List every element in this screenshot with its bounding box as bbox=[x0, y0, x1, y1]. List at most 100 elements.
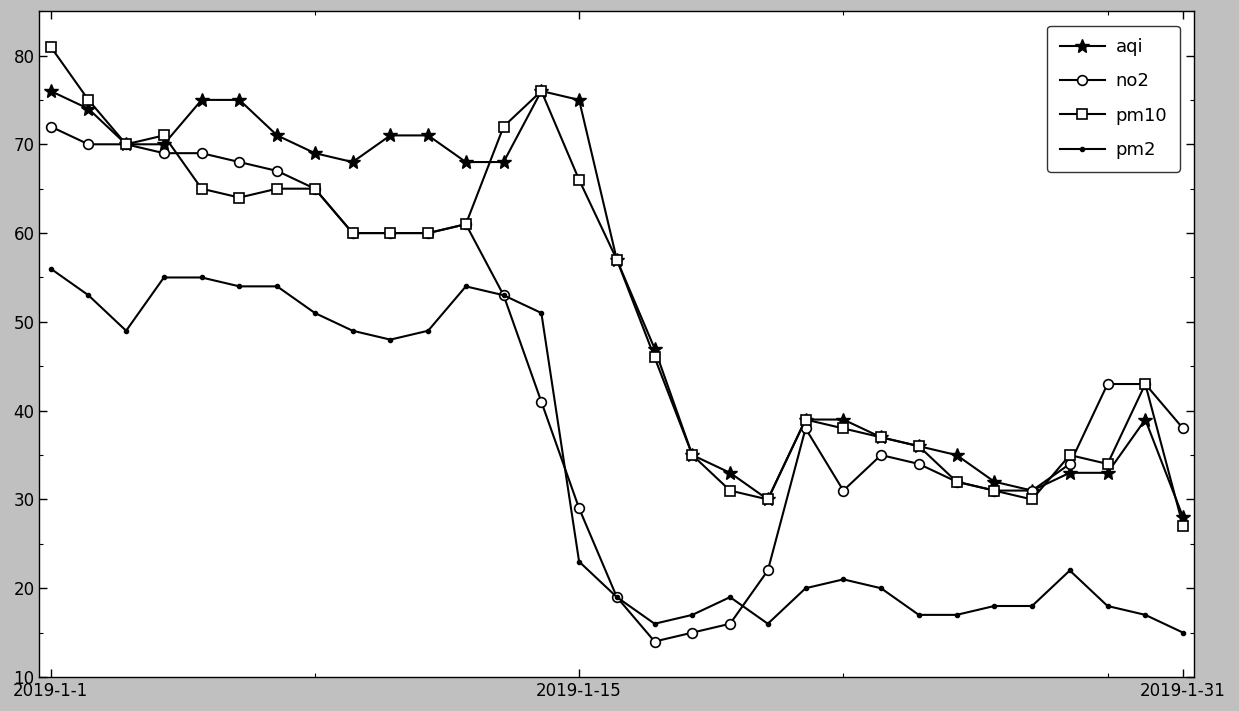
pm2 bbox=[836, 575, 851, 584]
pm2 bbox=[496, 291, 510, 299]
pm10 bbox=[873, 433, 888, 442]
pm2 bbox=[195, 273, 209, 282]
pm10 bbox=[1025, 495, 1040, 503]
pm10 bbox=[81, 96, 95, 105]
pm2 bbox=[1025, 602, 1040, 610]
pm10 bbox=[156, 131, 171, 139]
pm10 bbox=[232, 193, 247, 202]
pm10 bbox=[836, 424, 851, 433]
pm10 bbox=[571, 176, 586, 184]
no2 bbox=[647, 637, 662, 646]
pm10 bbox=[458, 220, 473, 228]
pm2 bbox=[912, 611, 927, 619]
Line: pm2: pm2 bbox=[47, 264, 1187, 637]
no2 bbox=[836, 486, 851, 495]
pm10 bbox=[610, 255, 624, 264]
pm10 bbox=[987, 486, 1002, 495]
no2 bbox=[81, 140, 95, 149]
aqi bbox=[1137, 415, 1152, 424]
pm10 bbox=[1137, 380, 1152, 388]
no2 bbox=[1176, 424, 1191, 433]
Line: no2: no2 bbox=[46, 122, 1188, 646]
aqi bbox=[987, 477, 1002, 486]
aqi bbox=[1176, 513, 1191, 521]
pm10 bbox=[43, 43, 58, 51]
no2 bbox=[1025, 486, 1040, 495]
pm2 bbox=[81, 291, 95, 299]
aqi bbox=[685, 451, 700, 459]
aqi bbox=[722, 469, 737, 477]
aqi bbox=[534, 87, 549, 95]
pm2 bbox=[421, 326, 436, 335]
aqi bbox=[912, 442, 927, 451]
pm10 bbox=[685, 451, 700, 459]
pm2 bbox=[685, 611, 700, 619]
aqi bbox=[836, 415, 851, 424]
aqi bbox=[873, 433, 888, 442]
no2 bbox=[195, 149, 209, 157]
aqi bbox=[949, 451, 964, 459]
pm10 bbox=[346, 229, 361, 237]
pm10 bbox=[421, 229, 436, 237]
aqi bbox=[346, 158, 361, 166]
pm2 bbox=[1062, 566, 1077, 574]
pm10 bbox=[119, 140, 134, 149]
aqi bbox=[798, 415, 813, 424]
no2 bbox=[1062, 460, 1077, 469]
pm10 bbox=[949, 477, 964, 486]
pm2 bbox=[383, 336, 398, 344]
no2 bbox=[949, 477, 964, 486]
no2 bbox=[610, 593, 624, 602]
no2 bbox=[571, 504, 586, 513]
no2 bbox=[798, 424, 813, 433]
pm2 bbox=[346, 326, 361, 335]
aqi bbox=[458, 158, 473, 166]
pm10 bbox=[307, 184, 322, 193]
no2 bbox=[873, 451, 888, 459]
pm10 bbox=[195, 184, 209, 193]
Line: aqi: aqi bbox=[43, 84, 1189, 524]
pm10 bbox=[534, 87, 549, 95]
aqi bbox=[195, 96, 209, 105]
aqi bbox=[270, 131, 285, 139]
pm10 bbox=[496, 122, 510, 131]
aqi bbox=[421, 131, 436, 139]
pm2 bbox=[798, 584, 813, 592]
aqi bbox=[232, 96, 247, 105]
no2 bbox=[534, 397, 549, 406]
aqi bbox=[1025, 486, 1040, 495]
aqi bbox=[383, 131, 398, 139]
aqi bbox=[610, 255, 624, 264]
no2 bbox=[119, 140, 134, 149]
no2 bbox=[722, 619, 737, 628]
no2 bbox=[912, 460, 927, 469]
aqi bbox=[119, 140, 134, 149]
pm2 bbox=[270, 282, 285, 291]
pm10 bbox=[270, 184, 285, 193]
aqi bbox=[81, 105, 95, 113]
aqi bbox=[1100, 469, 1115, 477]
aqi bbox=[647, 344, 662, 353]
no2 bbox=[685, 629, 700, 637]
no2 bbox=[496, 291, 510, 299]
no2 bbox=[987, 486, 1002, 495]
pm2 bbox=[987, 602, 1002, 610]
no2 bbox=[1100, 380, 1115, 388]
no2 bbox=[232, 158, 247, 166]
pm10 bbox=[912, 442, 927, 451]
pm2 bbox=[647, 619, 662, 628]
aqi bbox=[496, 158, 510, 166]
pm2 bbox=[458, 282, 473, 291]
pm10 bbox=[798, 415, 813, 424]
pm10 bbox=[383, 229, 398, 237]
pm2 bbox=[1176, 629, 1191, 637]
pm2 bbox=[307, 309, 322, 317]
Line: pm10: pm10 bbox=[46, 42, 1188, 531]
aqi bbox=[43, 87, 58, 95]
no2 bbox=[383, 229, 398, 237]
pm2 bbox=[43, 264, 58, 273]
pm2 bbox=[156, 273, 171, 282]
pm10 bbox=[1100, 460, 1115, 469]
pm2 bbox=[873, 584, 888, 592]
pm2 bbox=[232, 282, 247, 291]
